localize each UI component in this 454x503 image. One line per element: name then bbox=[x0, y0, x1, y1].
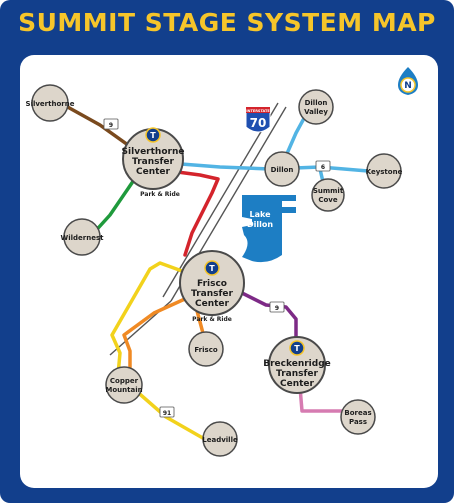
svg-text:Mountain: Mountain bbox=[105, 386, 142, 394]
stop-dillon[interactable]: Dillon bbox=[264, 151, 300, 187]
sh91-shield: 91 bbox=[159, 406, 175, 418]
transit-t-icon bbox=[289, 340, 305, 356]
us6-shield: 6 bbox=[315, 160, 331, 172]
stop-leadville[interactable]: Leadville bbox=[202, 421, 238, 457]
lake-label-line2: Dillon bbox=[247, 220, 273, 229]
svg-text:91: 91 bbox=[163, 410, 171, 417]
hub-silverthorne-transfer-center[interactable]: T Silverthorne Transfer Center Park & Ri… bbox=[122, 127, 185, 198]
i70-shield-top: INTERSTATE bbox=[246, 109, 270, 113]
i70-shield-number: 70 bbox=[250, 116, 267, 130]
svg-text:Center: Center bbox=[280, 379, 315, 389]
svg-text:T: T bbox=[150, 131, 156, 140]
stop-dillon-valley[interactable]: Dillon Valley bbox=[298, 89, 334, 125]
svg-text:Center: Center bbox=[195, 299, 230, 309]
transit-t-icon bbox=[204, 260, 220, 276]
route-purple[interactable] bbox=[236, 289, 298, 343]
route-pink[interactable] bbox=[298, 385, 344, 413]
route-orange-copper[interactable] bbox=[122, 291, 200, 375]
svg-text:6: 6 bbox=[321, 164, 325, 171]
lake-dillon bbox=[242, 195, 296, 263]
stop-wildernest[interactable]: Wildernest bbox=[61, 218, 105, 256]
stop-copper-mountain[interactable]: Copper Mountain bbox=[105, 366, 143, 404]
hub-breckenridge-transfer-center[interactable]: T Breckenridge Transfer Center bbox=[263, 336, 331, 394]
sh9-north-shield: 9 bbox=[103, 118, 119, 130]
svg-text:Pass: Pass bbox=[349, 418, 367, 426]
system-map: Lake Dillon bbox=[26, 67, 418, 457]
svg-text:N: N bbox=[404, 81, 412, 91]
svg-text:Copper: Copper bbox=[110, 377, 139, 385]
stop-summit-cove[interactable]: Summit Cove bbox=[311, 178, 345, 212]
svg-text:T: T bbox=[294, 344, 300, 353]
park-and-ride-label: Park & Ride bbox=[192, 316, 232, 323]
svg-text:T: T bbox=[209, 264, 215, 273]
stop-boreas-pass[interactable]: Boreas Pass bbox=[340, 399, 376, 435]
svg-text:Leadville: Leadville bbox=[202, 436, 238, 444]
interstate-70-shield: INTERSTATE 70 bbox=[245, 106, 271, 133]
svg-text:Dillon: Dillon bbox=[271, 166, 294, 174]
svg-text:Transfer: Transfer bbox=[132, 157, 174, 167]
route-yellow[interactable] bbox=[110, 261, 210, 443]
svg-text:Silverthorne: Silverthorne bbox=[122, 147, 185, 157]
svg-text:Keystone: Keystone bbox=[366, 168, 403, 176]
route-red[interactable] bbox=[168, 169, 220, 257]
svg-text:Breckenridge: Breckenridge bbox=[263, 359, 331, 369]
lake-label-line1: Lake bbox=[249, 210, 271, 219]
sh9-south-shield: 9 bbox=[269, 301, 285, 313]
svg-text:Dillon: Dillon bbox=[305, 99, 328, 107]
svg-text:Valley: Valley bbox=[304, 108, 328, 116]
svg-text:Center: Center bbox=[136, 167, 171, 177]
north-arrow-icon: N bbox=[398, 67, 418, 95]
svg-text:Silverthorne: Silverthorne bbox=[26, 100, 75, 108]
svg-text:9: 9 bbox=[109, 122, 113, 129]
svg-text:Summit: Summit bbox=[313, 187, 344, 195]
svg-text:Transfer: Transfer bbox=[276, 369, 318, 379]
stop-keystone[interactable]: Keystone bbox=[366, 153, 403, 189]
stop-silverthorne[interactable]: Silverthorne bbox=[26, 84, 75, 122]
svg-text:Frisco: Frisco bbox=[194, 346, 218, 354]
map-title: SUMMIT STAGE SYSTEM MAP bbox=[18, 8, 436, 37]
hub-frisco-transfer-center[interactable]: T Frisco Transfer Center Park & Ride bbox=[179, 250, 245, 323]
svg-text:9: 9 bbox=[275, 305, 279, 312]
svg-text:Boreas: Boreas bbox=[344, 409, 371, 417]
transit-t-icon bbox=[145, 127, 161, 143]
park-and-ride-label: Park & Ride bbox=[140, 191, 180, 198]
svg-text:Cove: Cove bbox=[318, 196, 338, 204]
stop-frisco[interactable]: Frisco bbox=[188, 331, 224, 367]
svg-text:Transfer: Transfer bbox=[191, 289, 233, 299]
svg-text:Wildernest: Wildernest bbox=[61, 234, 105, 242]
svg-text:Frisco: Frisco bbox=[197, 279, 227, 289]
map-panel: Lake Dillon bbox=[20, 55, 438, 488]
